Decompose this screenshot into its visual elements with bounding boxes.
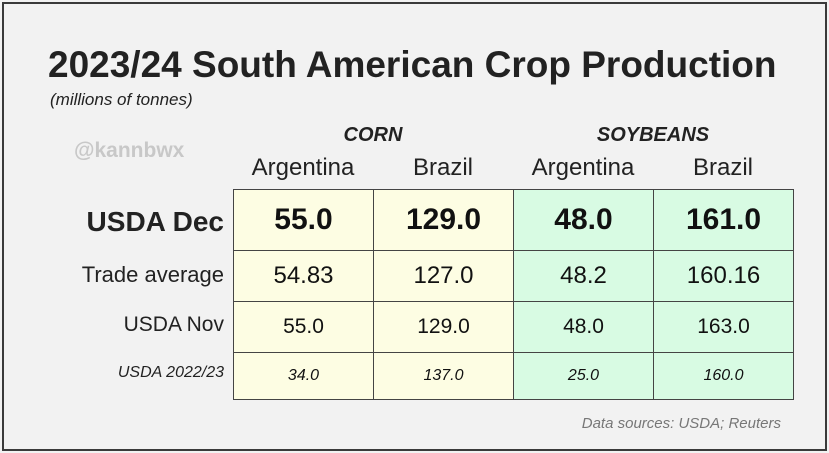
group-header-soybeans: SOYBEANS <box>596 124 710 146</box>
cell-usda-nov-soybeans-brazil: 163.0 <box>653 301 794 353</box>
cell-usda-nov-corn-argentina: 55.0 <box>233 301 374 353</box>
chart-subtitle: (millions of tonnes) <box>50 90 193 109</box>
cell-usda-2022-23-soybeans-argentina: 25.0 <box>513 352 654 400</box>
row-label-trade-average: Trade average <box>81 262 224 287</box>
cell-usda-nov-soybeans-argentina: 48.0 <box>513 301 654 353</box>
row-label-usda-nov: USDA Nov <box>123 313 224 336</box>
cell-trade-average-corn-brazil: 127.0 <box>373 250 514 302</box>
source-note: Data sources: USDA; Reuters <box>581 415 781 432</box>
cell-usda-dec-corn-argentina: 55.0 <box>233 189 374 251</box>
column-header-soybeans-brazil: Brazil <box>692 154 753 181</box>
chart-title: 2023/24 South American Crop Production <box>48 44 777 85</box>
column-header-soybeans-argentina: Argentina <box>531 154 635 181</box>
table-row-usda-nov: 55.0 129.0 48.0 163.0 <box>233 301 794 353</box>
column-header-corn-brazil: Brazil <box>412 154 473 181</box>
row-label-usda-2022-23: USDA 2022/23 <box>117 364 224 381</box>
group-header-corn: CORN <box>343 124 403 146</box>
table-row-usda-2022-23: 34.0 137.0 25.0 160.0 <box>233 352 794 400</box>
table-row-usda-dec: 55.0 129.0 48.0 161.0 <box>233 189 794 251</box>
cell-trade-average-corn-argentina: 54.83 <box>233 250 374 302</box>
cell-usda-dec-soybeans-argentina: 48.0 <box>513 189 654 251</box>
table-row-trade-average: 54.83 127.0 48.2 160.16 <box>233 250 794 302</box>
column-header-corn-argentina: Argentina <box>251 154 355 181</box>
cell-usda-nov-corn-brazil: 129.0 <box>373 301 514 353</box>
cell-usda-dec-corn-brazil: 129.0 <box>373 189 514 251</box>
production-table: 55.0 129.0 48.0 161.0 54.83 127.0 48.2 1… <box>233 189 794 400</box>
watermark-handle: @kannbwx <box>74 139 185 162</box>
cell-usda-2022-23-soybeans-brazil: 160.0 <box>653 352 794 400</box>
cell-trade-average-soybeans-argentina: 48.2 <box>513 250 654 302</box>
cell-trade-average-soybeans-brazil: 160.16 <box>653 250 794 302</box>
cell-usda-2022-23-corn-argentina: 34.0 <box>233 352 374 400</box>
cell-usda-dec-soybeans-brazil: 161.0 <box>653 189 794 251</box>
row-label-usda-dec: USDA Dec <box>86 206 224 237</box>
cell-usda-2022-23-corn-brazil: 137.0 <box>373 352 514 400</box>
